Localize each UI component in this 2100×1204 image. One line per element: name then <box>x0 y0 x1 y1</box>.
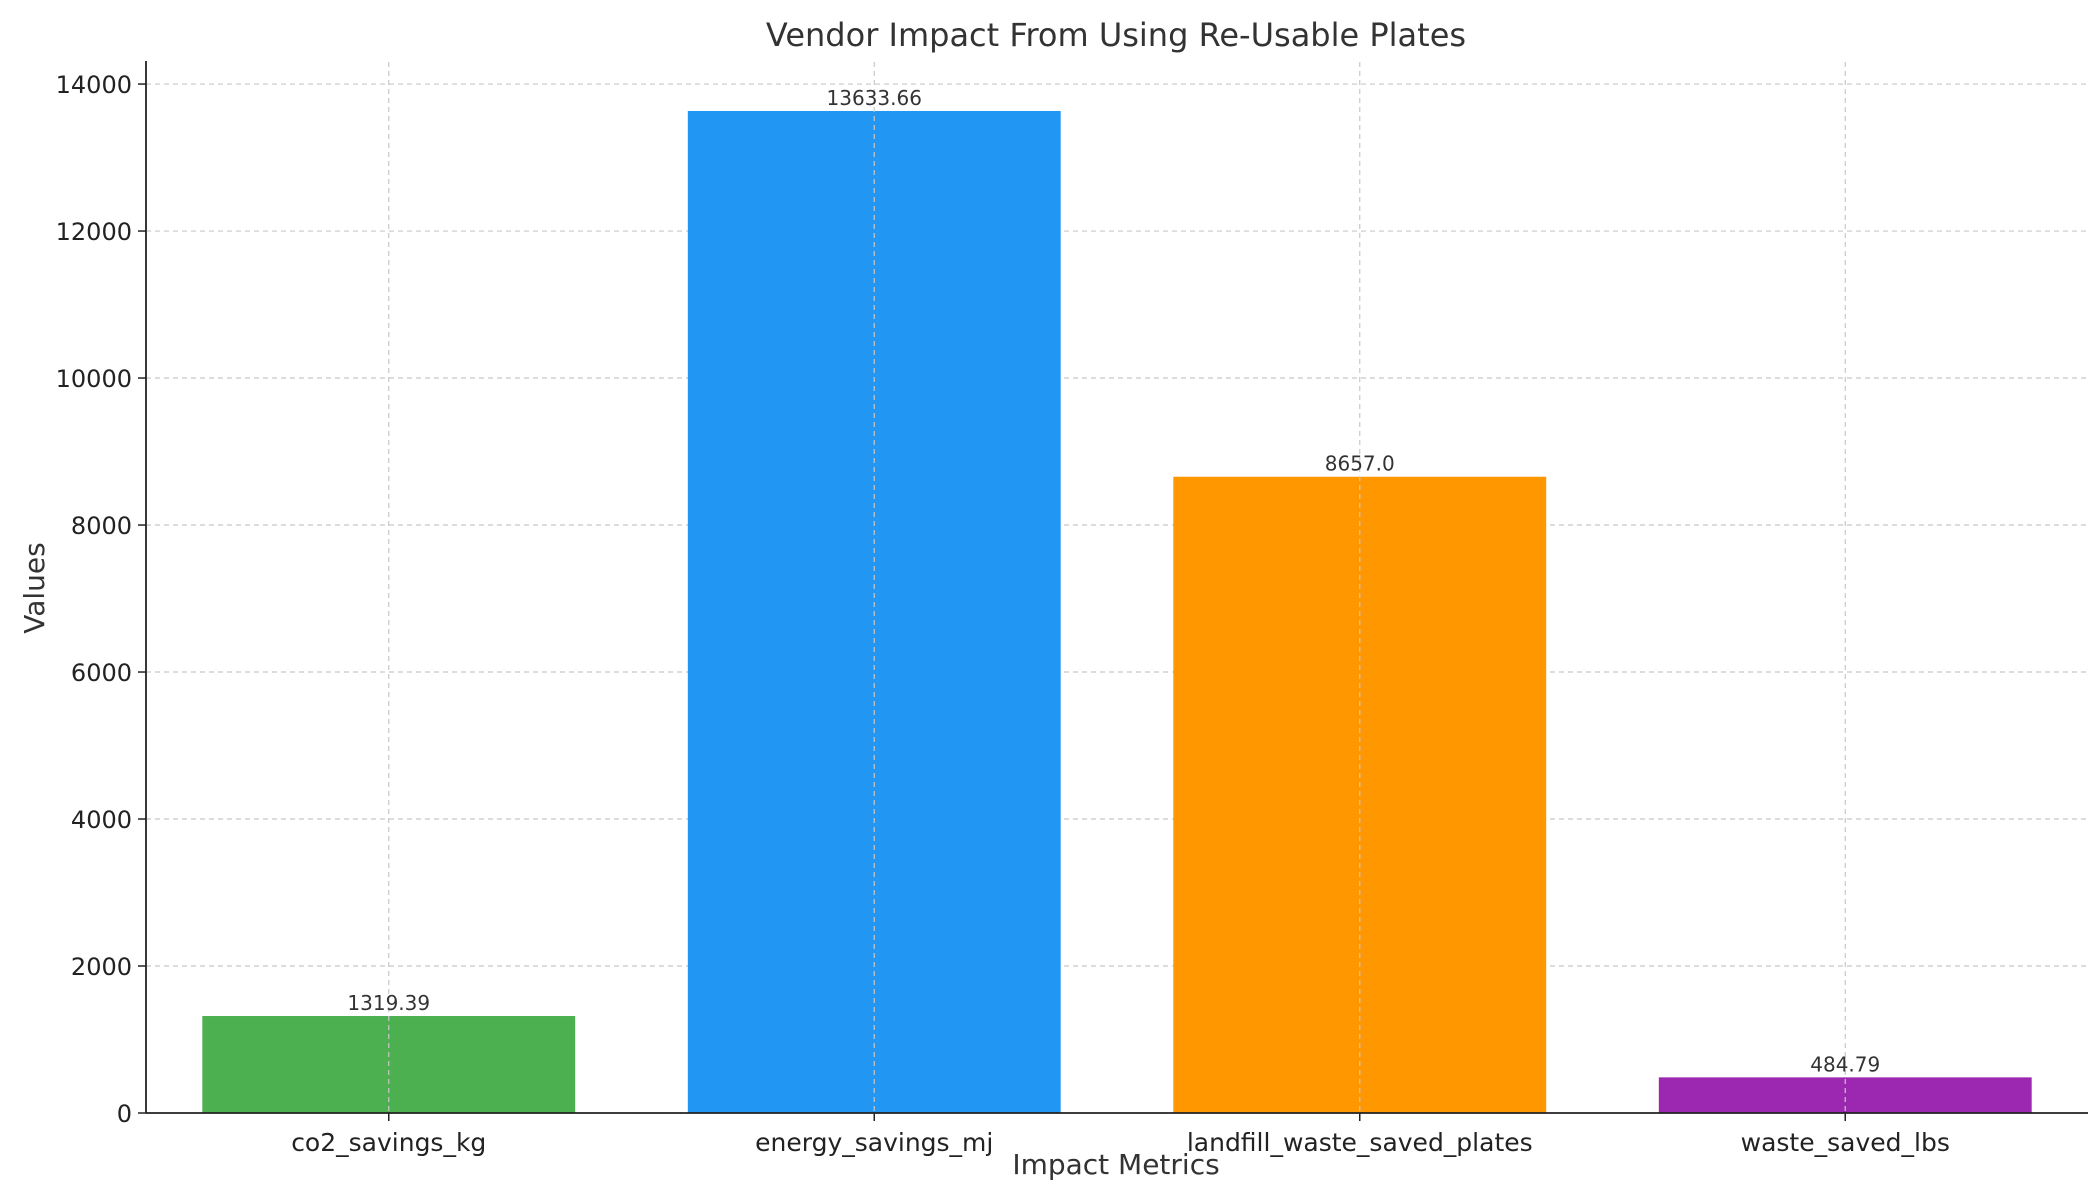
x-tick-label: energy_savings_mj <box>755 1128 993 1157</box>
bar-value-label: 8657.0 <box>1325 452 1395 476</box>
y-tick-label: 8000 <box>71 512 132 540</box>
axes-layer: 0 2000 4000 6000 8000 10000 12000 14000 co2_savi… <box>56 61 2088 1157</box>
x-tick-label: waste_saved_lbs <box>1741 1128 1950 1157</box>
y-tick-label: 6000 <box>71 659 132 687</box>
x-tick-label: co2_savings_kg <box>291 1128 486 1157</box>
y-tick-label: 14000 <box>56 71 132 99</box>
chart-title: Vendor Impact From Using Re-Usable Plate… <box>766 16 1466 54</box>
bar-value-label: 13633.66 <box>827 86 922 110</box>
bar-value-label: 1319.39 <box>347 991 430 1015</box>
bar-value-label: 484.79 <box>1810 1052 1880 1076</box>
y-tick-label: 0 <box>117 1100 132 1128</box>
grid-layer <box>146 83 2088 1114</box>
y-tick-label: 10000 <box>56 365 132 393</box>
y-tick-label: 4000 <box>71 806 132 834</box>
bars-layer <box>202 110 2032 1114</box>
y-tick-label: 2000 <box>71 953 132 981</box>
y-tick-label: 12000 <box>56 218 132 246</box>
x-tick-label: landfill_waste_saved_plates <box>1187 1128 1533 1157</box>
x-axis-label: Impact Metrics <box>1012 1148 1219 1181</box>
vertical-grid-layer <box>388 62 1846 1113</box>
labels-layer: 1319.39 13633.66 8657.0 484.79 <box>347 86 1880 1076</box>
y-axis-label: Values <box>18 542 51 633</box>
